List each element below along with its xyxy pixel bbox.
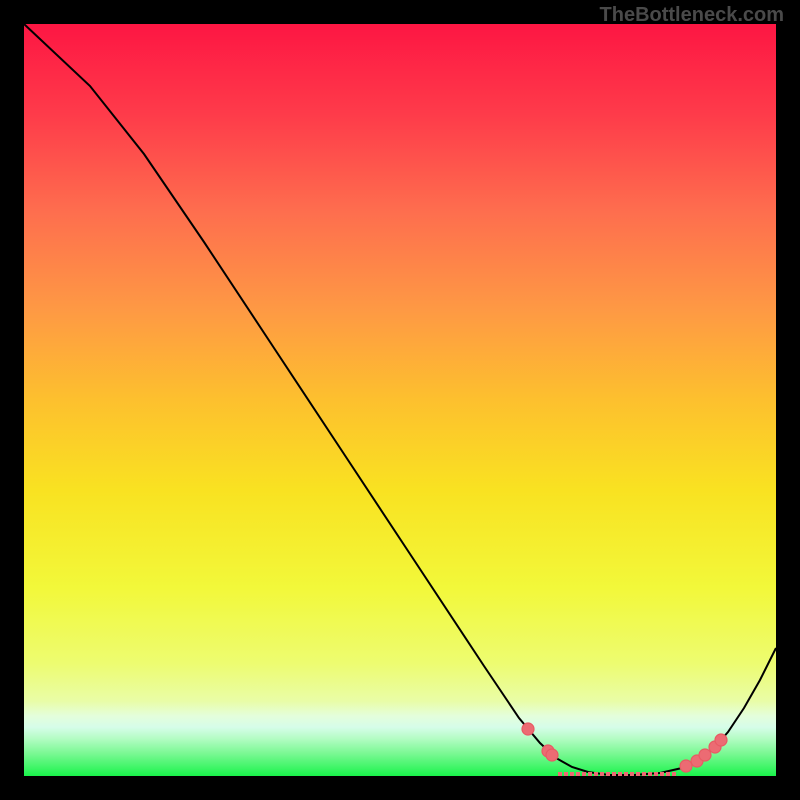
marker-dash [594,772,598,776]
marker-dash [624,772,628,776]
marker-dash [606,772,610,776]
marker-dash [630,772,634,776]
marker-dash [570,772,574,776]
marker-dash [558,772,562,776]
marker-dash [600,772,604,776]
chart-plot-area [24,24,776,776]
marker-dash [588,772,592,776]
marker-dash [564,772,568,776]
marker-dash [642,772,646,776]
marker-dot [699,749,711,761]
marker-dash [582,772,586,776]
marker-dash [660,772,664,776]
marker-dot [522,723,534,735]
marker-dash [618,772,622,776]
marker-dash [636,772,640,776]
marker-dash [654,772,658,776]
marker-dot [680,760,692,772]
marker-dash [576,772,580,776]
marker-dot [546,749,558,761]
marker-dash [672,772,676,776]
marker-dot [715,734,727,746]
watermark-text: TheBottleneck.com [600,4,784,27]
marker-dot-group [522,723,727,772]
marker-dash [612,772,616,776]
marker-dash [648,772,652,776]
bottleneck-curve [24,24,776,775]
chart-svg [24,24,776,776]
marker-dash [666,772,670,776]
